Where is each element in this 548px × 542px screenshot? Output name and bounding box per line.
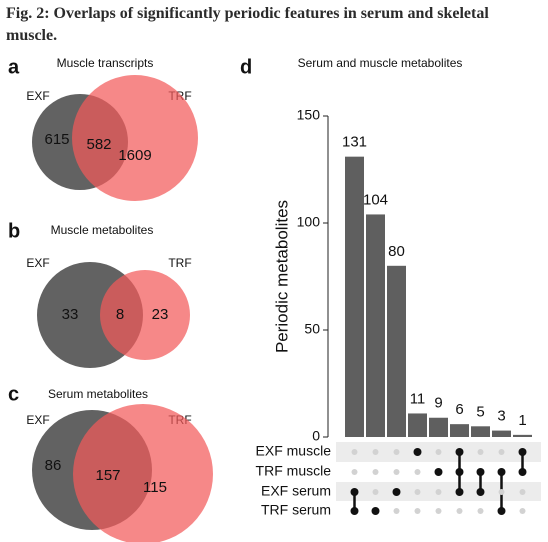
set-dot bbox=[393, 449, 400, 455]
bar-value: 6 bbox=[455, 401, 463, 418]
bar bbox=[492, 430, 511, 437]
set-dot bbox=[372, 469, 379, 475]
venn-count: 8 bbox=[116, 306, 124, 323]
set-label: TRF bbox=[168, 256, 191, 270]
set-dot bbox=[414, 469, 421, 475]
bar-value: 9 bbox=[434, 395, 442, 412]
set-dot bbox=[351, 469, 358, 475]
bar bbox=[471, 426, 490, 437]
set-dot bbox=[476, 488, 485, 496]
bar-value: 104 bbox=[363, 191, 388, 208]
set-label: EXF bbox=[26, 413, 49, 427]
set-dot bbox=[393, 469, 400, 475]
venn-count: 86 bbox=[45, 457, 62, 474]
y-tick-label: 150 bbox=[297, 107, 321, 123]
bar bbox=[450, 424, 469, 437]
venn-count: 1609 bbox=[118, 147, 151, 164]
set-dot bbox=[414, 489, 421, 495]
bar-value: 11 bbox=[410, 390, 426, 407]
y-tick-label: 100 bbox=[297, 214, 321, 230]
set-dot bbox=[519, 489, 526, 495]
y-tick-label: 50 bbox=[304, 321, 320, 337]
set-dot bbox=[392, 488, 401, 496]
set-dot bbox=[455, 448, 464, 456]
set-label: EXF serum bbox=[261, 483, 331, 499]
set-dot bbox=[455, 488, 464, 496]
bar bbox=[408, 413, 427, 437]
bar bbox=[345, 156, 364, 437]
set-dot bbox=[350, 507, 359, 515]
set-dot bbox=[498, 449, 505, 455]
venn-count: 157 bbox=[95, 467, 120, 484]
venn-count: 33 bbox=[62, 306, 79, 323]
set-dot bbox=[518, 448, 527, 456]
set-label: EXF muscle bbox=[256, 443, 332, 459]
set-dot bbox=[413, 448, 422, 456]
venn-count: 115 bbox=[143, 479, 167, 496]
venn-count: 615 bbox=[44, 131, 69, 148]
y-axis-title: Periodic metabolites bbox=[272, 200, 291, 353]
set-dot bbox=[435, 489, 442, 495]
panel-title: Muscle transcripts bbox=[57, 56, 154, 70]
set-dot bbox=[518, 468, 527, 476]
venn-count: 582 bbox=[86, 136, 111, 153]
venn-count: 23 bbox=[152, 306, 169, 323]
set-label: EXF bbox=[26, 256, 49, 270]
set-dot bbox=[477, 508, 484, 514]
panel-label: d bbox=[240, 56, 252, 78]
set-dot bbox=[477, 449, 484, 455]
venn-circle bbox=[72, 75, 198, 201]
set-dot bbox=[476, 468, 485, 476]
panel-label: a bbox=[8, 56, 20, 78]
set-dot bbox=[372, 449, 379, 455]
set-label: TRF serum bbox=[261, 502, 331, 518]
set-dot bbox=[498, 489, 505, 495]
set-dot bbox=[372, 489, 379, 495]
panel-title: Serum metabolites bbox=[48, 387, 148, 401]
set-dot bbox=[497, 507, 506, 515]
venn-circle bbox=[73, 404, 213, 542]
set-dot bbox=[371, 507, 380, 515]
bar-value: 3 bbox=[497, 408, 505, 425]
panel-label: c bbox=[8, 383, 19, 405]
set-dot bbox=[350, 488, 359, 496]
y-tick-label: 0 bbox=[312, 428, 320, 444]
bar-value: 5 bbox=[476, 403, 484, 420]
panel-label: b bbox=[8, 220, 20, 242]
set-label: EXF bbox=[26, 89, 49, 103]
bar-value: 131 bbox=[342, 134, 367, 151]
set-dot bbox=[455, 468, 464, 476]
venn-circle bbox=[100, 270, 190, 360]
bar bbox=[366, 214, 385, 437]
figure-title: Fig. 2: Overlaps of significantly period… bbox=[6, 5, 489, 44]
bar-value: 1 bbox=[518, 412, 526, 429]
bar bbox=[429, 417, 448, 437]
bar bbox=[387, 265, 406, 437]
set-dot bbox=[393, 508, 400, 514]
bar bbox=[513, 434, 532, 437]
set-dot bbox=[497, 468, 506, 476]
set-label: TRF muscle bbox=[256, 463, 332, 479]
set-dot bbox=[456, 508, 463, 514]
set-dot bbox=[434, 468, 443, 476]
bar-value: 80 bbox=[388, 243, 405, 260]
set-dot bbox=[435, 508, 442, 514]
panel-title: Serum and muscle metabolites bbox=[298, 56, 463, 70]
panel-title: Muscle metabolites bbox=[51, 223, 154, 237]
set-dot bbox=[435, 449, 442, 455]
set-dot bbox=[351, 449, 358, 455]
set-dot bbox=[414, 508, 421, 514]
set-dot bbox=[519, 508, 526, 514]
